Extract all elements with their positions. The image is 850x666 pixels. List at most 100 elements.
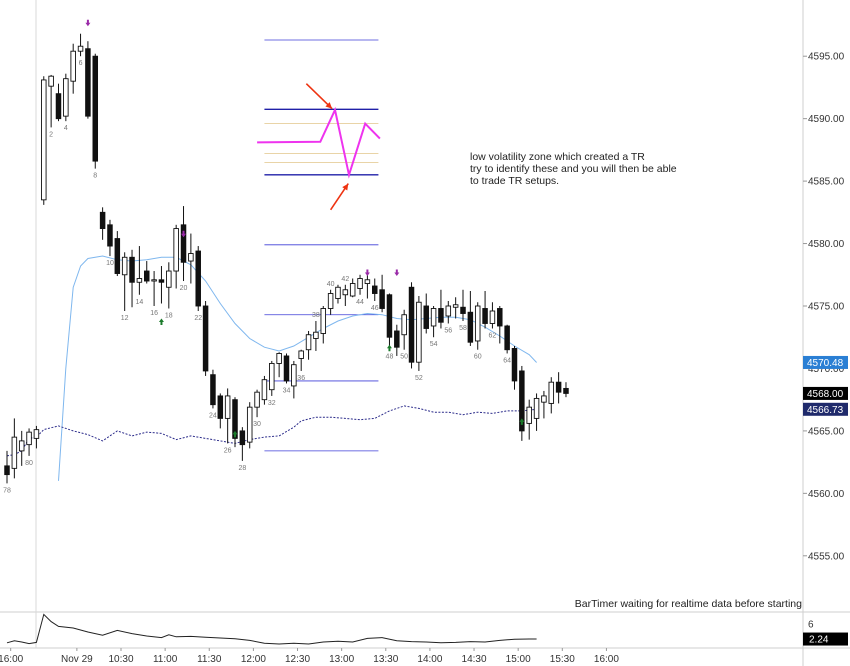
red-arrow-1-head xyxy=(342,183,349,191)
y-tick-label: 4560.00 xyxy=(808,489,845,500)
candle-body-up xyxy=(548,381,555,404)
candle-body-up xyxy=(298,350,304,359)
candle-body-up xyxy=(276,353,282,364)
candle-body-down xyxy=(85,48,91,117)
candle-body-down xyxy=(283,355,290,382)
bar-number-label: 34 xyxy=(283,387,291,394)
candle-bar xyxy=(401,309,407,350)
red-arrow-0-head xyxy=(325,102,333,109)
candle-bar xyxy=(276,352,282,378)
candle-bar xyxy=(526,399,532,440)
magenta-zigzag xyxy=(257,106,381,179)
price-tag: 4568.00 xyxy=(803,386,848,400)
candle-body-up xyxy=(327,293,334,309)
candle-bar xyxy=(533,393,540,431)
bar-number-label: 40 xyxy=(327,281,335,288)
candle-bar xyxy=(195,246,201,311)
bar-number-label: 6 xyxy=(79,60,83,67)
candle-body-down xyxy=(372,285,378,294)
candle-bar xyxy=(4,450,10,484)
bar-number-label: 2 xyxy=(49,131,53,138)
bartimer-text: BarTimer waiting for realtime data befor… xyxy=(575,598,802,610)
y-tick-label: 4590.00 xyxy=(808,114,845,125)
candle-bar xyxy=(114,231,121,277)
candle-bar xyxy=(92,53,99,169)
bar-number-label: 36 xyxy=(297,375,305,382)
candle-bar xyxy=(474,302,481,350)
candle-body-down xyxy=(107,224,113,247)
y-tick-label: 4580.00 xyxy=(808,239,845,250)
x-tick-label: 15:00 xyxy=(506,654,531,665)
price-tag-label: 4570.48 xyxy=(807,358,844,369)
candle-body-up xyxy=(335,286,341,299)
bar-number-label: 50 xyxy=(400,354,408,361)
price-tag-box xyxy=(803,355,848,369)
price-tag-label: 4566.73 xyxy=(807,405,844,416)
candle-body-down xyxy=(129,256,135,283)
candle-body-down xyxy=(379,289,385,309)
candle-bar xyxy=(232,397,238,448)
bar-number-label: 10 xyxy=(106,260,114,267)
candle-body-up xyxy=(121,256,128,276)
bar-number-label: 30 xyxy=(253,421,261,428)
candle-body-down xyxy=(482,308,488,324)
signal-down-arrow-icon xyxy=(394,269,400,277)
candle-bar xyxy=(327,289,334,315)
bar-number-label: 54 xyxy=(430,341,438,348)
candle-body-up xyxy=(474,305,481,342)
candle-bar xyxy=(85,41,91,119)
candle-body-down xyxy=(504,325,510,351)
candle-bar xyxy=(305,330,312,360)
candle-bar xyxy=(158,266,165,304)
y-tick-label: 4555.00 xyxy=(808,551,845,562)
candle-bar xyxy=(48,74,54,128)
candle-bar xyxy=(26,428,32,456)
candles xyxy=(4,33,569,484)
price-tag: 4566.73 xyxy=(803,402,848,416)
candle-body-up xyxy=(320,308,327,334)
candle-body-down xyxy=(114,238,121,274)
candle-body-up xyxy=(291,364,297,387)
bar-number-label: 44 xyxy=(356,299,364,306)
x-tick-label: 12:00 xyxy=(241,654,266,665)
bar-number-label: 4 xyxy=(64,125,68,132)
signal-up-arrow-icon xyxy=(519,418,525,425)
price-tag-label: 4568.00 xyxy=(807,389,844,400)
candle-bar xyxy=(136,246,143,295)
candle-bar xyxy=(504,324,510,354)
candle-body-up xyxy=(77,45,84,52)
zone-lines xyxy=(264,39,379,452)
candle-body-down xyxy=(497,308,503,327)
lower-indicator-line xyxy=(6,613,537,645)
bar-number-label: 24 xyxy=(209,412,217,419)
candle-bar xyxy=(394,324,400,356)
candle-bar xyxy=(254,389,260,418)
signal-up-arrow-icon xyxy=(232,430,238,438)
annotations-overlay: low volatility zone which created a TR t… xyxy=(257,83,802,610)
candle-body-down xyxy=(423,305,429,329)
candle-body-up xyxy=(541,395,547,403)
lower-value-tag-label: 2.24 xyxy=(809,635,829,646)
time-axis: 16:00 Nov 29 10:30 11:00 11:30 12:00 12:30 13:0… xyxy=(0,648,619,665)
candle-body-up xyxy=(33,429,40,439)
candle-bar xyxy=(261,375,268,405)
price-tag: 4570.48 xyxy=(803,355,848,369)
candle-bar xyxy=(511,345,518,390)
candle-bar xyxy=(180,206,187,282)
candle-bar xyxy=(33,425,40,449)
candle-bar xyxy=(129,249,135,308)
candle-bar xyxy=(107,219,113,257)
x-tick-label: 13:30 xyxy=(373,654,398,665)
candle-body-down xyxy=(180,224,187,263)
candle-body-up xyxy=(269,363,275,391)
candle-bar xyxy=(173,224,179,289)
candle-body-up xyxy=(224,395,231,419)
candle-bar xyxy=(70,43,76,94)
bar-number-label: 8 xyxy=(93,173,97,180)
candle-body-down xyxy=(99,211,106,230)
candle-bar xyxy=(416,296,422,371)
candle-bar xyxy=(386,293,393,350)
